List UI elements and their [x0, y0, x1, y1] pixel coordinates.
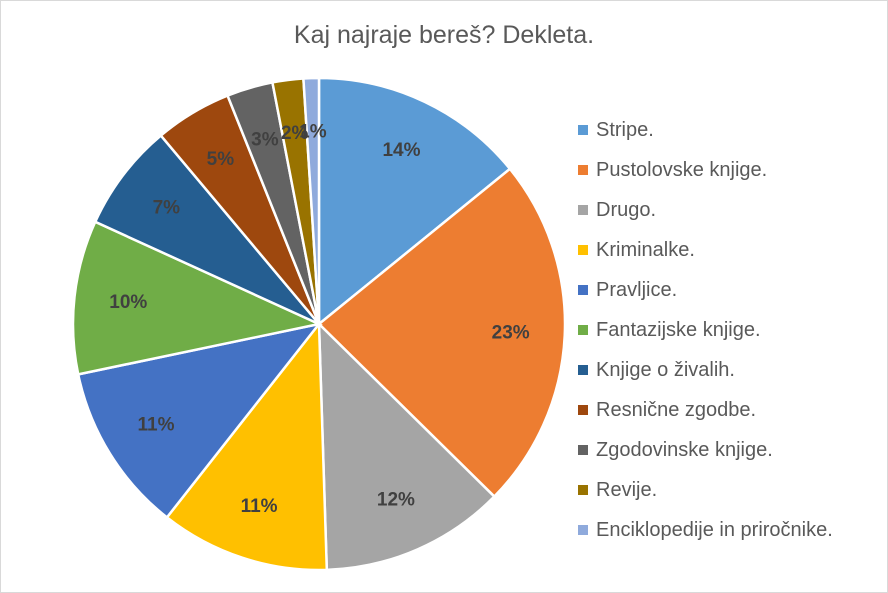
legend-swatch — [578, 125, 588, 135]
legend-label: Kriminalke. — [596, 238, 695, 261]
legend-swatch — [578, 445, 588, 455]
legend-item-10: Revije. — [578, 470, 833, 510]
pie-slice-11 — [302, 76, 321, 325]
legend-item-1: Stripe. — [578, 110, 833, 150]
data-label-2: 23% — [492, 323, 530, 344]
pie-slice-6 — [71, 220, 323, 376]
legend-label: Drugo. — [596, 198, 657, 221]
legend-item-3: Drugo. — [578, 190, 833, 230]
legend-label: Enciklopedije in priročnike. — [596, 518, 833, 541]
chart-title: Kaj najraje bereš? Dekleta. — [293, 21, 595, 49]
data-label-7: 7% — [153, 197, 181, 218]
pie-slice-2 — [317, 167, 567, 499]
data-label-6: 10% — [109, 292, 147, 313]
legend-item-6: Fantazijske knjige. — [578, 310, 833, 350]
legend-swatch — [578, 285, 588, 295]
legend-swatch — [578, 325, 588, 335]
data-label-1: 14% — [382, 140, 420, 161]
data-label-4: 11% — [241, 496, 278, 517]
legend-item-4: Kriminalke. — [578, 230, 833, 270]
pie-slice-3 — [317, 320, 497, 572]
legend-item-5: Pravljice. — [578, 270, 833, 310]
chart-legend: Stripe. Pustolovske knjige. Drugo. Kriminal… — [578, 110, 833, 550]
pie-slice-4 — [165, 320, 329, 572]
legend-swatch — [578, 365, 588, 375]
legend-label: Resnične zgodbe. — [596, 398, 757, 421]
legend-item-2: Pustolovske knjige. — [578, 150, 833, 190]
data-label-3: 12% — [377, 489, 415, 510]
data-label-10: 2% — [281, 123, 309, 144]
pie-slice-1 — [317, 76, 512, 327]
data-label-9: 3% — [251, 129, 279, 150]
legend-item-9: Zgodovinske knjige. — [578, 430, 833, 470]
legend-item-8: Resnične zgodbe. — [578, 390, 833, 430]
legend-swatch — [578, 205, 588, 215]
legend-label: Zgodovinske knjige. — [596, 438, 773, 461]
legend-swatch — [578, 405, 588, 415]
legend-label: Stripe. — [596, 118, 654, 141]
legend-swatch — [578, 485, 588, 495]
legend-label: Pustolovske knjige. — [596, 158, 768, 181]
pie-slice-7 — [93, 133, 320, 326]
legend-label: Revije. — [596, 478, 658, 501]
legend-swatch — [578, 525, 588, 535]
legend-label: Pravljice. — [596, 278, 678, 301]
data-label-5: 11% — [138, 415, 175, 436]
data-label-8: 5% — [207, 149, 235, 170]
legend-item-7: Knjige o živalih. — [578, 350, 833, 390]
legend-label: Knjige o živalih. — [596, 358, 735, 381]
legend-item-11: Enciklopedije in priročnike. — [578, 510, 833, 550]
legend-swatch — [578, 245, 588, 255]
data-label-11: 1% — [299, 122, 327, 143]
legend-swatch — [578, 165, 588, 175]
legend-label: Fantazijske knjige. — [596, 318, 761, 341]
pie-slice-5 — [76, 322, 323, 520]
